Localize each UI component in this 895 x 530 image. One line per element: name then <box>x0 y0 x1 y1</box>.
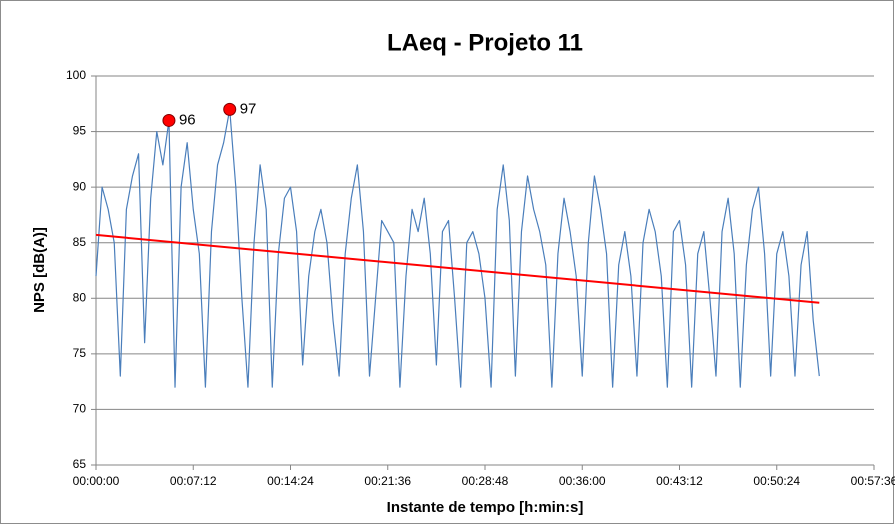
x-tick-label: 00:14:24 <box>267 474 314 488</box>
x-tick-label: 00:50:24 <box>753 474 800 488</box>
x-tick-label: 00:43:12 <box>656 474 703 488</box>
y-tick-label: 100 <box>66 68 86 82</box>
peak-label: 97 <box>240 100 257 117</box>
y-tick-label: 90 <box>73 179 87 193</box>
peak-label: 96 <box>179 111 196 128</box>
x-tick-label: 00:28:48 <box>462 474 509 488</box>
x-tick-label: 00:00:00 <box>73 474 120 488</box>
chart-title: LAeq - Projeto 11 <box>387 29 583 56</box>
peak-marker <box>162 113 176 127</box>
x-tick-label: 00:36:00 <box>559 474 606 488</box>
y-tick-label: 80 <box>73 290 87 304</box>
x-tick-label: 00:57:36 <box>851 474 895 488</box>
y-axis-label: NPS [dB(A)] <box>31 227 48 313</box>
peak-marker <box>223 102 237 116</box>
y-tick-label: 85 <box>73 235 87 249</box>
trend-line <box>95 233 820 304</box>
y-tick-label: 75 <box>73 346 87 360</box>
y-tick-label: 65 <box>73 457 87 471</box>
x-tick-label: 00:21:36 <box>364 474 411 488</box>
data-line <box>95 108 820 388</box>
y-tick-label: 70 <box>73 402 87 416</box>
x-axis-label: Instante de tempo [h:min:s] <box>387 499 584 516</box>
x-tick-label: 00:07:12 <box>170 474 217 488</box>
y-tick-label: 95 <box>73 124 87 138</box>
